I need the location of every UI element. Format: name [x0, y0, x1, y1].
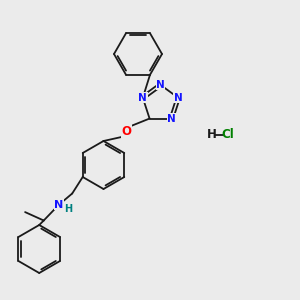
Text: N: N — [54, 200, 63, 210]
Text: Cl: Cl — [222, 128, 234, 142]
Text: O: O — [122, 125, 131, 138]
Text: N: N — [174, 93, 183, 103]
Text: N: N — [156, 80, 165, 90]
Text: N: N — [138, 93, 147, 103]
Text: H: H — [207, 128, 216, 142]
Text: H: H — [64, 203, 72, 214]
Text: N: N — [167, 113, 176, 124]
